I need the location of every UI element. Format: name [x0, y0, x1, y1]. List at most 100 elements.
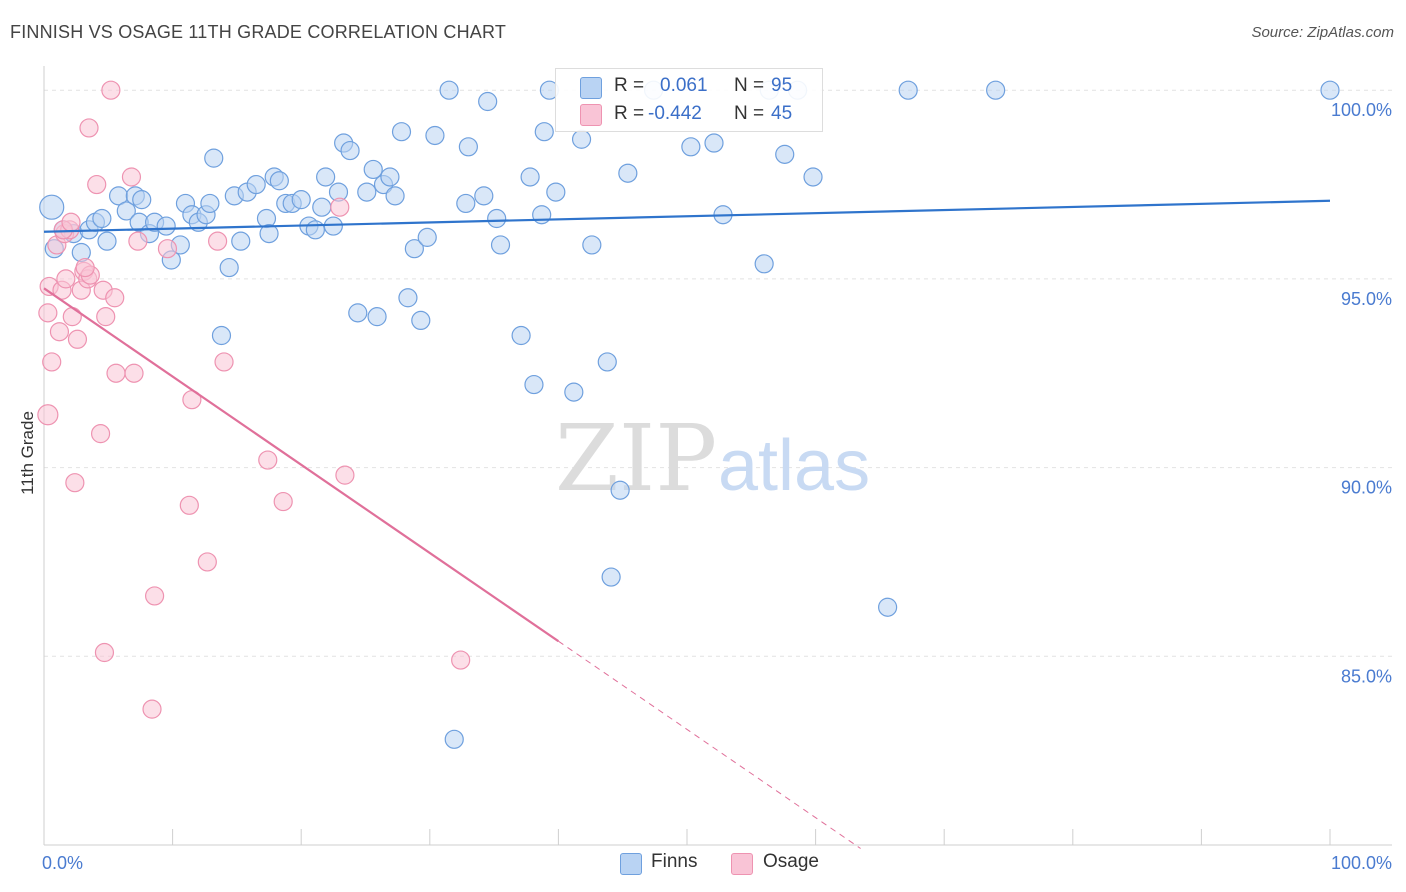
finns-point-0 — [39, 194, 65, 220]
finns-point-79 — [610, 480, 630, 500]
osage-point-44 — [75, 257, 95, 278]
osage-point-21 — [94, 642, 115, 663]
finns-point-85 — [754, 254, 774, 274]
finns-r-label: R = — [614, 75, 645, 96]
finns-point-7 — [92, 208, 112, 229]
stats-legend: R = 0.061 N = 95 R = -0.442 N = 45 — [555, 68, 823, 132]
osage-point-43 — [61, 212, 81, 232]
osage-swatch — [580, 104, 602, 126]
finns-point-60 — [444, 729, 464, 749]
finns-point-87 — [775, 144, 795, 164]
finns-point-65 — [487, 208, 507, 229]
osage-point-19 — [90, 424, 111, 444]
finns-point-69 — [524, 374, 544, 395]
y-tick-label-0: 85.0% — [1341, 666, 1392, 686]
finns-point-75 — [571, 129, 592, 149]
trend-lines — [43, 199, 1331, 849]
osage-point-34 — [197, 552, 217, 572]
x-tick-label-0: 0.0% — [42, 853, 83, 873]
source-label: Source: ZipAtlas.com — [1251, 24, 1394, 41]
finns-point-92 — [986, 80, 1006, 100]
watermark-atlas: atlas — [718, 426, 870, 506]
finns-point-40 — [312, 197, 332, 217]
axis-labels: 85.0% 90.0% 95.0% 100.0% 0.0% 100.0% 11th Grad… — [18, 100, 1392, 873]
finns-point-8 — [97, 231, 117, 251]
osage-point-10 — [62, 307, 82, 327]
finns-point-58 — [425, 125, 445, 146]
axes — [43, 66, 1392, 846]
finns-point-45 — [340, 140, 360, 161]
finns-point-90 — [878, 597, 898, 617]
finns-point-73 — [546, 182, 566, 202]
osage-point-22 — [96, 307, 116, 327]
osage-point-30 — [144, 586, 165, 606]
osage-r-value: -0.442 — [648, 103, 702, 124]
finns-point-48 — [363, 159, 383, 180]
y-tick-label-2: 95.0% — [1341, 289, 1392, 309]
finns-n-label: N = — [734, 75, 765, 96]
finns-point-54 — [398, 288, 418, 308]
y-axis-title: 11th Grade — [18, 411, 37, 495]
finns-point-77 — [597, 352, 617, 372]
finns-point-83 — [704, 133, 724, 153]
osage-trend-line — [43, 287, 560, 643]
finns-point-82 — [681, 137, 701, 157]
osage-point-8 — [56, 269, 76, 289]
osage-point-18 — [87, 174, 107, 195]
osage-point-37 — [258, 450, 278, 470]
finns-point-76 — [582, 235, 602, 255]
osage-point-31 — [157, 239, 178, 259]
finns-point-91 — [898, 80, 918, 100]
bottom-legend-finns-swatch — [620, 853, 642, 875]
finns-point-59 — [439, 80, 459, 100]
osage-point-0 — [37, 404, 59, 426]
watermark-zip: ZIP — [555, 405, 717, 512]
osage-point-24 — [105, 288, 125, 308]
finns-point-30 — [246, 174, 266, 195]
finns-point-23 — [200, 193, 220, 214]
finns-point-37 — [291, 190, 311, 210]
finns-point-71 — [534, 122, 554, 142]
finns-point-56 — [411, 310, 431, 331]
finns-point-89 — [803, 167, 823, 187]
bottom-legend-finns: Finns — [651, 851, 698, 872]
finns-point-53 — [391, 122, 412, 142]
finns-point-70 — [532, 205, 552, 225]
finns-point-57 — [417, 227, 437, 247]
x-tick-label-1: 100.0% — [1331, 853, 1392, 873]
osage-point-38 — [273, 491, 293, 512]
osage-point-40 — [335, 465, 355, 485]
finns-point-25 — [211, 325, 232, 346]
osage-point-28 — [128, 231, 148, 251]
finns-point-13 — [132, 190, 152, 210]
finns-point-47 — [357, 182, 377, 202]
osage-point-3 — [42, 352, 62, 372]
bottom-legend-osage-swatch — [731, 853, 753, 875]
osage-point-32 — [179, 495, 199, 515]
finns-trend-line — [43, 199, 1331, 233]
finns-point-63 — [474, 186, 494, 206]
finns-point-46 — [348, 303, 368, 323]
finns-point-24 — [204, 148, 224, 168]
finns-n-value: 95 — [771, 75, 793, 96]
osage-point-23 — [101, 80, 121, 100]
grid-lines — [44, 89, 1392, 657]
finns-point-42 — [323, 216, 343, 236]
finns-point-41 — [316, 167, 336, 187]
osage-point-1 — [38, 303, 58, 323]
osage-points — [37, 80, 471, 719]
osage-point-16 — [79, 118, 99, 138]
osage-trend-extension — [558, 640, 861, 849]
finns-point-39 — [305, 220, 325, 240]
watermark: ZIP atlas — [555, 405, 870, 512]
osage-r-label: R = — [614, 103, 645, 124]
finns-point-62 — [458, 137, 478, 157]
finns-point-66 — [490, 235, 511, 255]
finns-swatch — [580, 77, 602, 99]
finns-point-10 — [116, 201, 136, 221]
osage-point-25 — [106, 363, 126, 383]
osage-point-26 — [121, 167, 142, 187]
osage-point-5 — [49, 322, 70, 342]
osage-point-27 — [124, 363, 144, 383]
finns-point-49 — [367, 307, 387, 327]
